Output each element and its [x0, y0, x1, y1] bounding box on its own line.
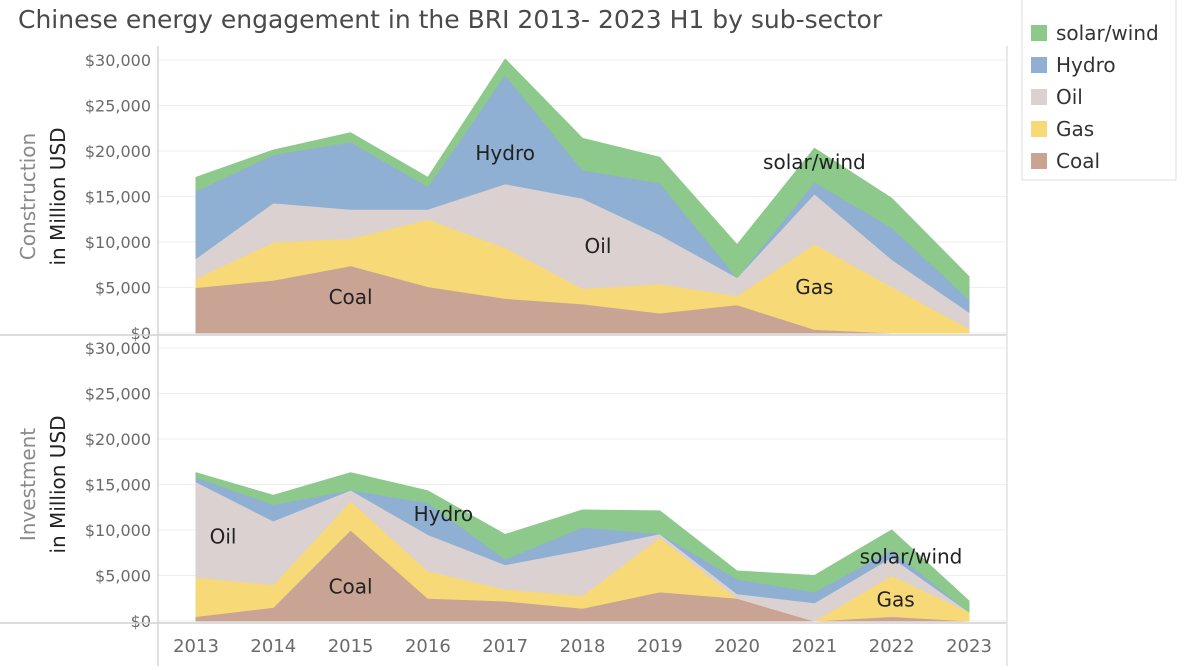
- x-tick-label: 2019: [637, 636, 683, 657]
- x-tick-label: 2013: [173, 636, 219, 657]
- y-tick-label: $25,000: [85, 97, 151, 116]
- legend-swatch: [1031, 121, 1047, 137]
- y-tick-label: $5,000: [95, 567, 151, 586]
- chart-title: Chinese energy engagement in the BRI 201…: [18, 5, 883, 34]
- legend-box: [1021, 0, 1177, 181]
- x-tick-label: 2016: [405, 636, 451, 657]
- y-axis-title-line2: in Million USD: [46, 415, 70, 553]
- y-tick-label: $5,000: [95, 279, 151, 298]
- legend-label: solar/wind: [1056, 21, 1159, 45]
- x-tick-label: 2017: [482, 636, 528, 657]
- area-solar-wind: [195, 472, 970, 613]
- x-tick-label: 2015: [328, 636, 374, 657]
- x-tick-label: 2018: [560, 636, 606, 657]
- y-tick-label: $30,000: [85, 51, 151, 70]
- x-tick-label: 2014: [250, 636, 296, 657]
- panels-layer: $0 $5,000 $10,000 $15,000 $20,000 $25,000 $30,…: [0, 46, 1008, 666]
- area-label: Hydro: [475, 141, 535, 165]
- area-label: Oil: [210, 525, 237, 549]
- y-tick-label: $10,000: [85, 233, 151, 252]
- x-tick-label: 2023: [946, 636, 992, 657]
- legend-swatch: [1031, 89, 1047, 105]
- y-axis-title-line1: Construction: [16, 133, 40, 260]
- chart-panel-top: $0 $5,000 $10,000 $15,000 $20,000 $25,000 $30,…: [0, 51, 1007, 343]
- legend-swatch: [1031, 25, 1047, 41]
- y-tick-label: $20,000: [85, 430, 151, 449]
- chart-panel-bottom: $0 $5,000 $10,000 $15,000 $20,000 $25,000 $30,…: [0, 339, 1007, 657]
- area-label: solar/wind: [763, 150, 866, 174]
- y-tick-label: $25,000: [85, 385, 151, 404]
- x-tick-label: 2020: [714, 636, 760, 657]
- y-tick-label: $15,000: [85, 188, 151, 207]
- area-label: solar/wind: [860, 545, 963, 569]
- area-label: Hydro: [414, 502, 474, 526]
- area-label: Coal: [329, 575, 373, 599]
- y-tick-label: $0: [131, 324, 151, 343]
- legend-swatch: [1031, 153, 1047, 169]
- area-solar-wind: [195, 58, 970, 300]
- area-label: Coal: [329, 285, 373, 309]
- y-axis-title-line1: Investment: [16, 428, 40, 541]
- legend: solar/wind Hydro Oil Gas Coal: [1021, 0, 1177, 181]
- area-label: Oil: [585, 234, 612, 258]
- area-label: Gas: [876, 587, 914, 611]
- y-tick-label: $30,000: [85, 339, 151, 358]
- y-tick-label: $20,000: [85, 142, 151, 161]
- legend-label: Coal: [1056, 149, 1100, 173]
- x-tick-label: 2021: [791, 636, 837, 657]
- legend-label: Gas: [1056, 117, 1094, 141]
- y-tick-label: $15,000: [85, 476, 151, 495]
- legend-label: Oil: [1056, 85, 1083, 109]
- y-tick-label: $10,000: [85, 521, 151, 540]
- y-axis-title-line2: in Million USD: [46, 127, 70, 265]
- legend-swatch: [1031, 57, 1047, 73]
- legend-label: Hydro: [1056, 53, 1116, 77]
- x-tick-label: 2022: [869, 636, 915, 657]
- area-label: Gas: [795, 275, 833, 299]
- y-tick-label: $0: [131, 612, 151, 631]
